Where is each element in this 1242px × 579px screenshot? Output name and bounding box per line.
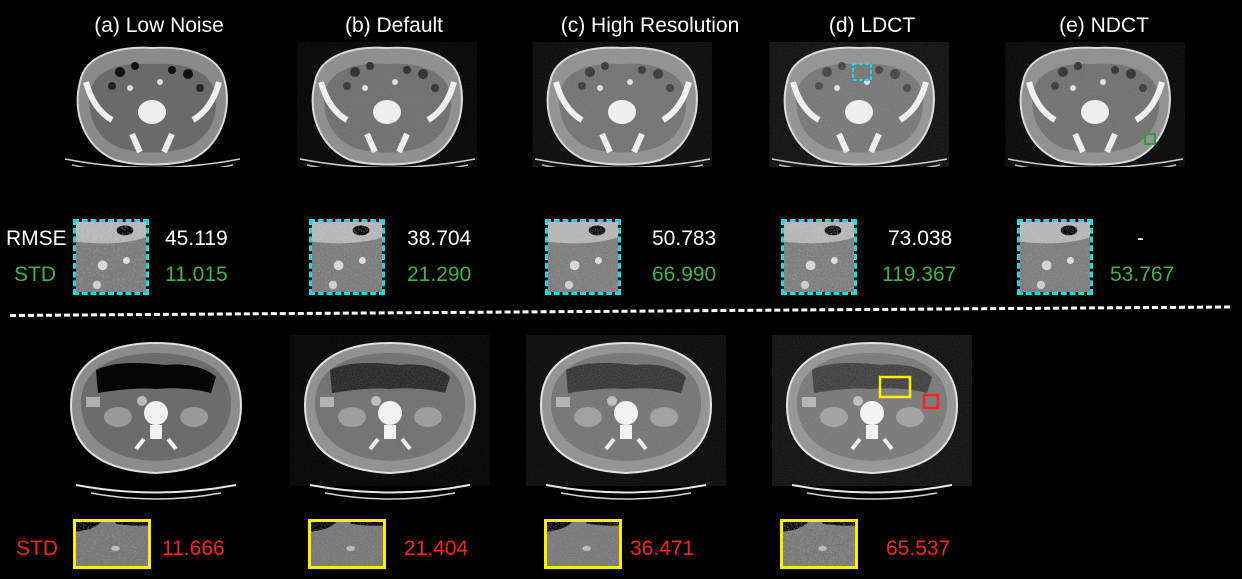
roi-zoom-top-b [309, 219, 385, 295]
roi-zoom-top-d [781, 219, 857, 295]
ct-image-bottom-d [772, 335, 972, 505]
std-bottom-value-b: 21.404 [404, 537, 469, 560]
column-title-b: (b) Default [344, 14, 444, 37]
rmse-value-e: - [1137, 227, 1144, 250]
std-top-value-c: 66.990 [652, 263, 717, 286]
rmse-value-b: 38.704 [407, 227, 472, 250]
std-top-value-b: 21.290 [407, 263, 472, 286]
roi-zoom-top-c [545, 219, 621, 295]
std-top-value-d: 119.367 [882, 263, 957, 286]
ct-image-top-c [530, 42, 715, 167]
column-title-d: (d) LDCT [828, 14, 916, 37]
roi-zoom-top-e [1017, 219, 1093, 295]
ct-image-top-e [1003, 42, 1188, 167]
ct-image-top-d [767, 42, 952, 167]
ct-image-top-b [295, 42, 480, 167]
ct-image-bottom-a [56, 335, 256, 505]
column-title-a: (a) Low Noise [94, 14, 224, 37]
ct-image-top-a [60, 42, 245, 167]
roi-zoom-bottom-c [544, 519, 622, 569]
roi-zoom-top-a [73, 219, 149, 295]
std-top-value-a: 11.015 [165, 263, 228, 286]
section-divider [9, 305, 1230, 317]
roi-zoom-bottom-d [780, 519, 858, 569]
roi-zoom-bottom-b [308, 519, 386, 569]
rmse-value-c: 50.783 [652, 227, 717, 250]
rmse-value-d: 73.038 [888, 227, 953, 250]
column-title-c: (c) High Resolution [560, 14, 740, 37]
std-bottom-value-c: 36.471 [630, 537, 695, 560]
roi-zoom-bottom-a [73, 519, 151, 569]
column-title-e: (e) NDCT [1059, 14, 1149, 37]
rmse-label: RMSE [6, 227, 67, 250]
std-top-value-e: 53.767 [1110, 263, 1175, 286]
std-label-top: STD [14, 263, 56, 286]
std-bottom-value-a: 11.666 [162, 537, 225, 560]
std-bottom-value-d: 65.537 [886, 537, 951, 560]
ct-image-bottom-b [290, 335, 490, 505]
rmse-value-a: 45.119 [165, 227, 228, 250]
std-label-bottom: STD [16, 537, 58, 560]
ct-image-bottom-c [526, 335, 726, 505]
